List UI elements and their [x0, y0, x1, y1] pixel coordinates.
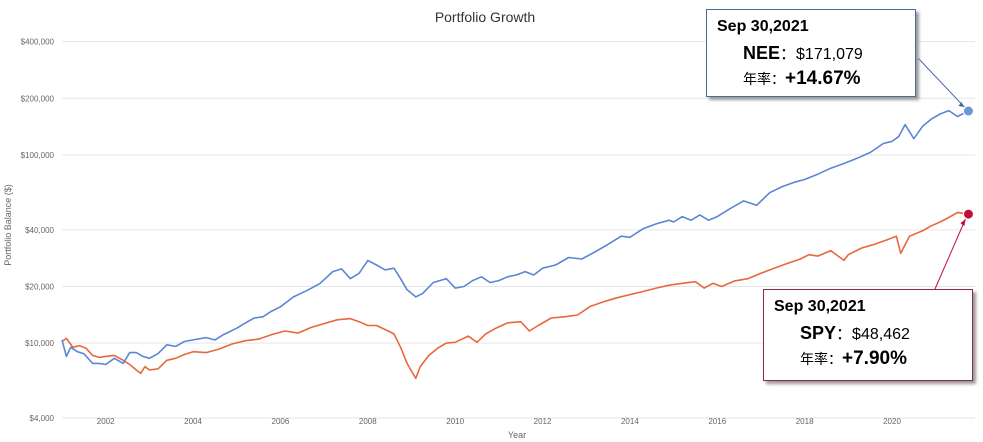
x-axis-ticks: 2002 2004 2006 2008 2010 2012 2014 2016 2018 2020 — [97, 417, 902, 426]
series-line-nee — [61, 109, 969, 366]
callout-spy-ticker: SPY — [800, 323, 837, 343]
series-group — [61, 109, 969, 380]
callout-nee-value: $171,079 — [796, 46, 863, 63]
callout-spy-cagr-label: 年率： — [800, 352, 842, 368]
callout-spy-value: $48,462 — [852, 326, 910, 343]
callout-nee-cagr: +14.67% — [785, 68, 861, 89]
leader-arrow-nee — [958, 102, 965, 108]
x-tick-label-5: 2012 — [534, 417, 552, 426]
x-axis-label: Year — [508, 430, 526, 440]
x-tick-label-4: 2010 — [446, 417, 464, 426]
x-tick-label-7: 2016 — [708, 417, 726, 426]
x-tick-label-8: 2018 — [796, 417, 814, 426]
x-tick-label-6: 2014 — [621, 417, 639, 426]
callout-spy: Sep 30,2021 SPY：$48,462 年率：+7.90% — [763, 289, 973, 381]
callout-nee: Sep 30,2021 NEE：$171,079 年率：+14.67% — [706, 9, 916, 97]
leader-line-spy — [934, 218, 966, 290]
y-tick-label-5: $10,000 — [25, 339, 54, 348]
x-tick-label-3: 2008 — [359, 417, 377, 426]
y-tick-label-4: $20,000 — [25, 282, 54, 291]
callout-leader-lines — [917, 57, 966, 290]
chart-title: Portfolio Growth — [435, 9, 535, 25]
y-tick-label-0: $400,000 — [21, 38, 55, 47]
x-tick-label-2: 2006 — [272, 417, 290, 426]
callout-nee-date: Sep 30,2021 — [717, 18, 809, 35]
y-tick-label-3: $40,000 — [25, 226, 54, 235]
y-axis-label: Portfolio Balance ($) — [3, 184, 13, 266]
leader-line-nee — [917, 57, 965, 108]
leader-arrow-spy — [960, 219, 966, 227]
y-tick-label-2: $100,000 — [21, 151, 55, 160]
y-tick-label-1: $200,000 — [21, 94, 55, 103]
series-line-spy — [61, 211, 969, 380]
x-tick-label-0: 2002 — [97, 417, 115, 426]
end-marker-spy — [962, 208, 974, 220]
callout-spy-date: Sep 30,2021 — [774, 298, 866, 315]
y-tick-label-6: $4,000 — [30, 414, 55, 423]
end-marker-nee — [962, 105, 974, 117]
y-axis-ticks: $400,000 $200,000 $100,000 $40,000 $20,000 $1… — [21, 38, 55, 423]
x-tick-label-1: 2004 — [184, 417, 202, 426]
callout-nee-ticker: NEE — [743, 43, 781, 63]
callout-spy-cagr: +7.90% — [842, 348, 907, 369]
callout-nee-cagr-label: 年率： — [743, 72, 785, 88]
end-markers — [962, 105, 974, 220]
x-tick-label-9: 2020 — [883, 417, 901, 426]
